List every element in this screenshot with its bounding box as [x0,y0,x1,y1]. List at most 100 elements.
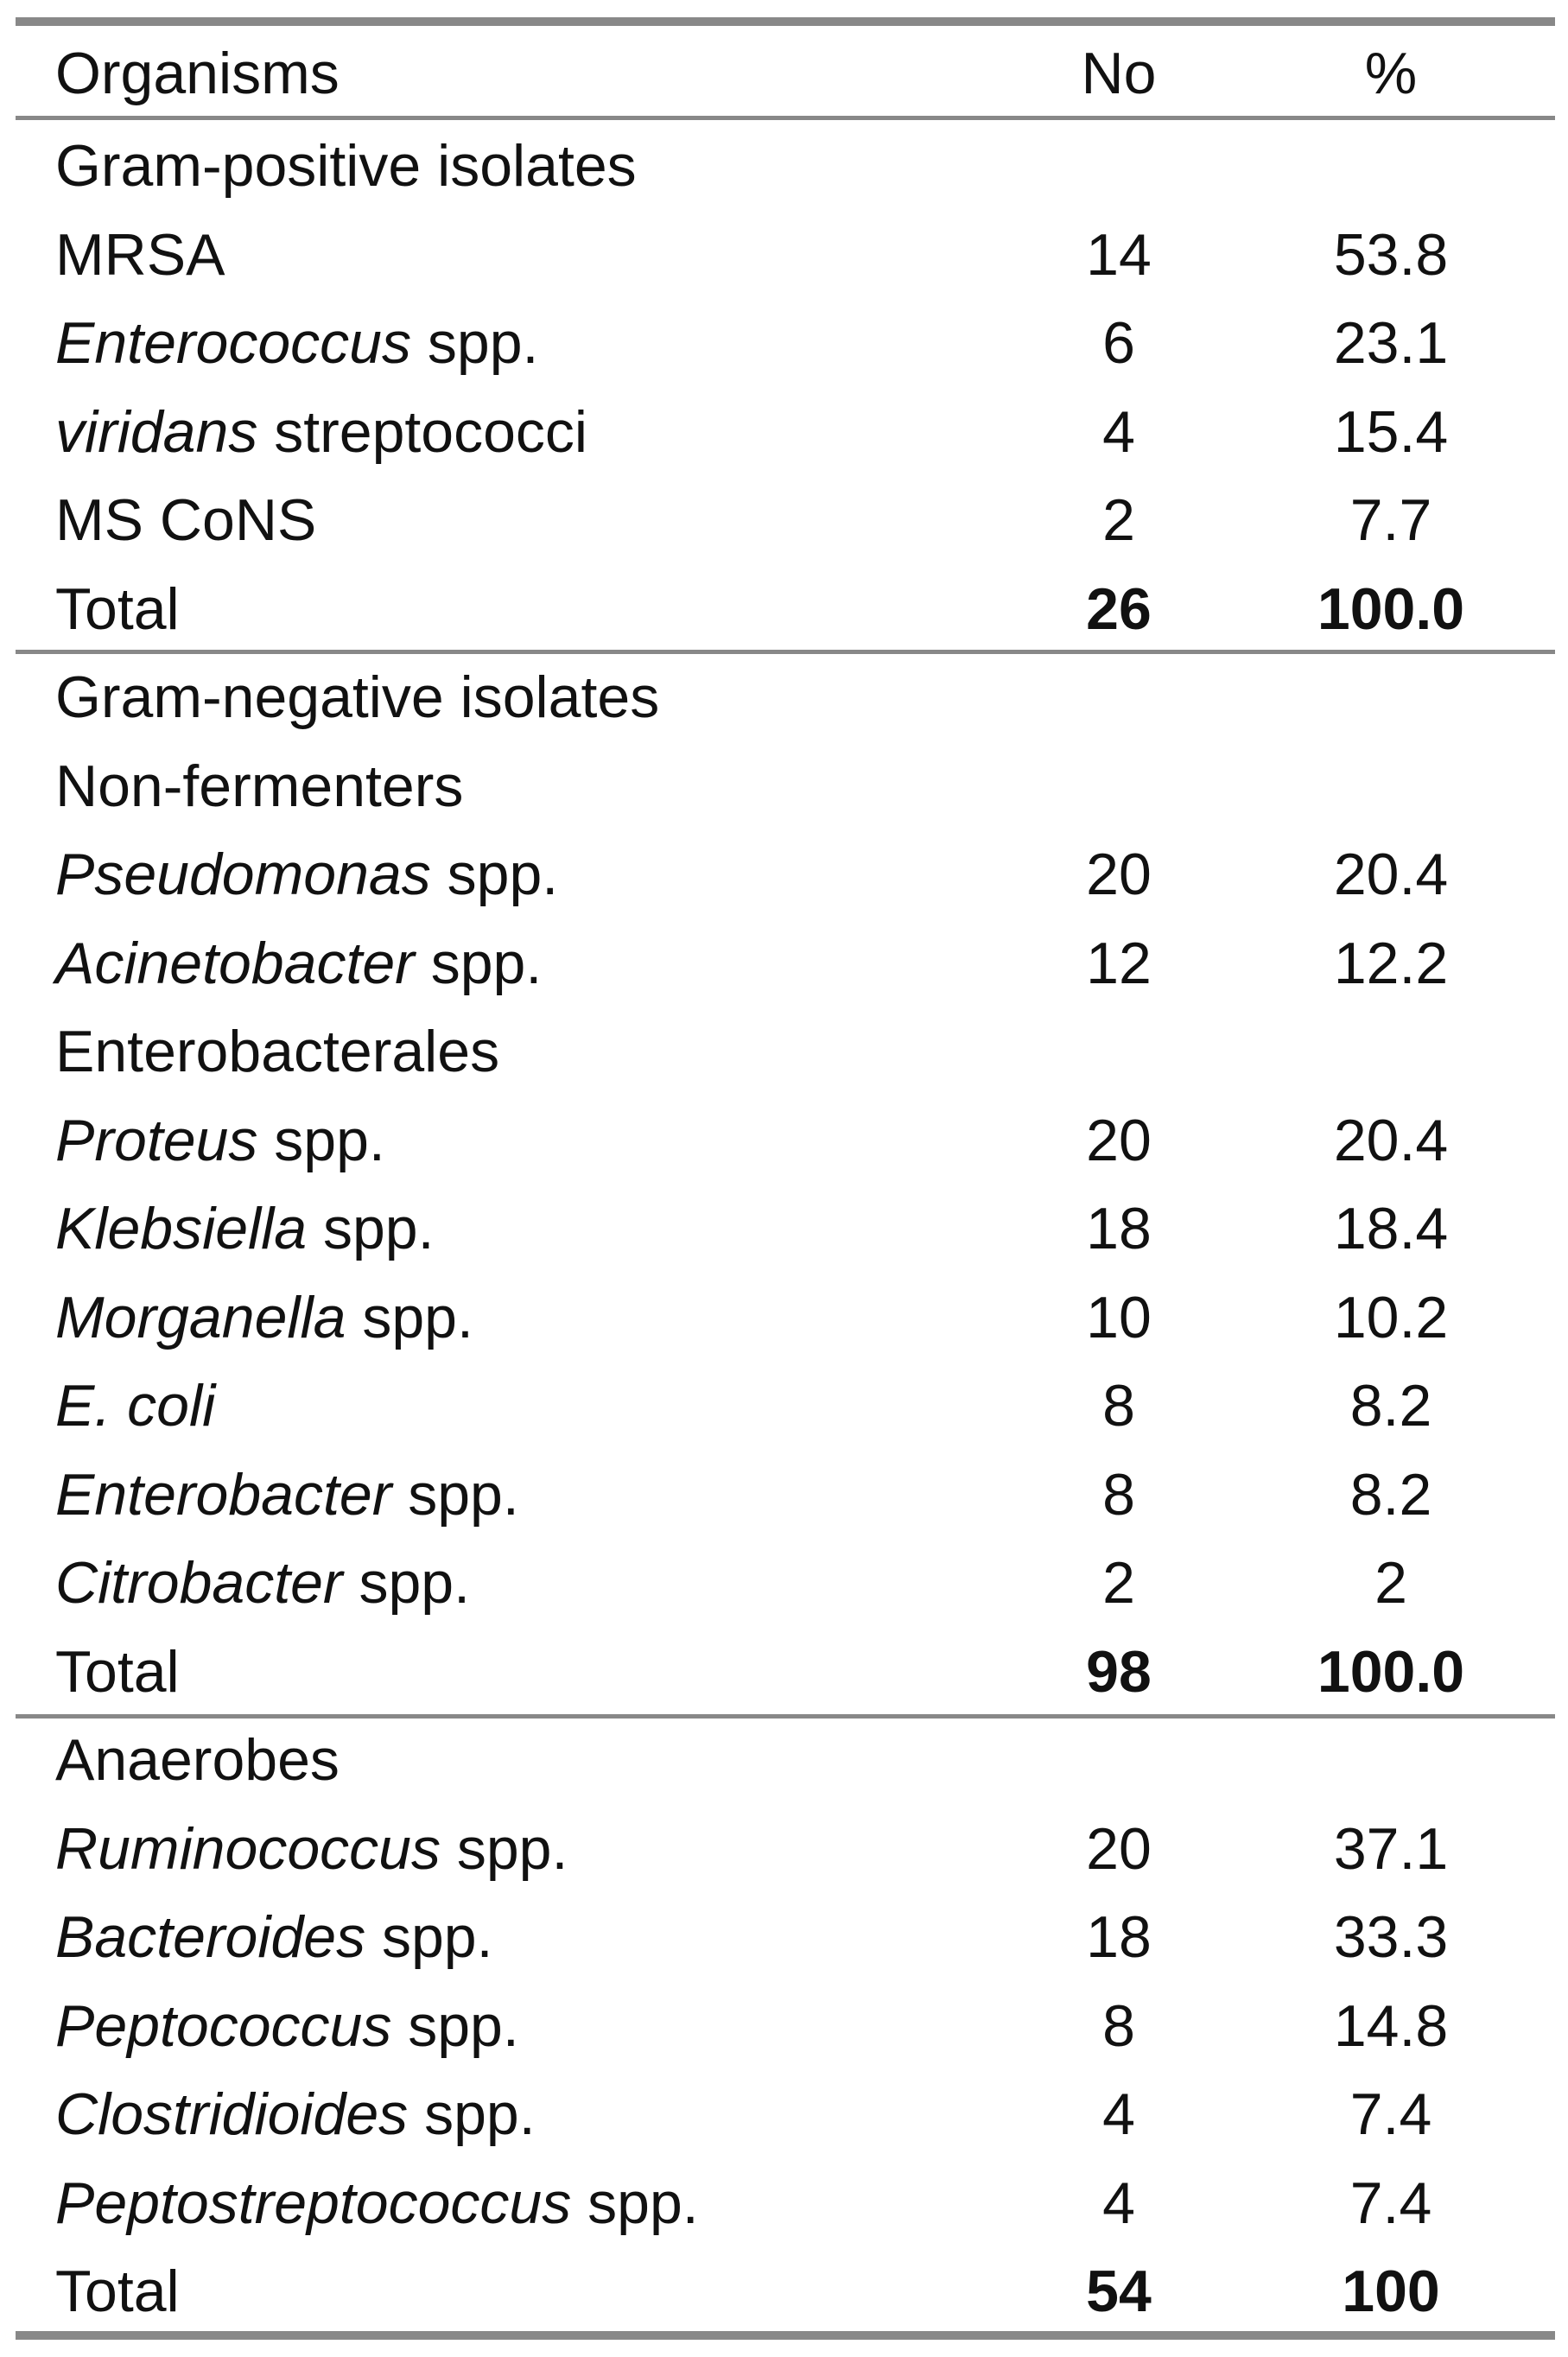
organism-cell: Citrobacter spp. [55,1539,470,1627]
organism-genus: Klebsiella [55,1196,308,1261]
table-row: Bacteroides spp. 18 33.3 [0,1893,1568,1981]
organism-cell: viridans streptococci [55,388,587,476]
organism-genus: Clostridioides [55,2081,409,2147]
organism-cell: Total [55,575,180,642]
organism-suffix: spp. [571,2170,699,2236]
percent-cell: 2 [1374,1550,1407,1616]
count-cell: 18 [1086,1904,1152,1970]
organism-cell: Non-fermenters [55,753,464,819]
table-row: Citrobacter spp. 2 2 [0,1539,1568,1627]
organism-cell: MRSA [55,211,225,299]
table-row: viridans streptococci 4 15.4 [0,388,1568,476]
bottom-rule [16,2331,1555,2340]
percent-cell: 100 [1342,2259,1440,2324]
count-cell: 12 [1086,930,1152,996]
organism-suffix: spp. [414,930,543,996]
table-row: E. coli 8 8.2 [0,1362,1568,1450]
organism-suffix: spp. [346,1284,473,1350]
organism-cell: Morganella spp. [55,1274,473,1362]
percent-cell: 12.2 [1333,930,1449,996]
count-cell: 20 [1086,1107,1152,1173]
organism-cell: Pseudomonas spp. [55,830,558,918]
percent-cell: 8.2 [1349,1373,1432,1439]
count-cell: 20 [1086,842,1152,907]
organism-cell: Proteus spp. [55,1096,385,1185]
count-cell: 2 [1102,487,1135,553]
table-row: Proteus spp. 20 20.4 [0,1096,1568,1185]
percent-cell: 7.7 [1349,487,1432,553]
percent-cell: 7.4 [1349,2170,1432,2236]
organism-cell: Klebsiella spp. [55,1185,434,1273]
top-rule [16,17,1555,26]
organism-suffix: spp. [408,2081,536,2147]
table-row: Morganella spp. 10 10.2 [0,1274,1568,1362]
organism-cell: Enterococcus spp. [55,299,538,387]
count-cell: 98 [1086,1638,1152,1705]
gram-negative-total-rule [16,1714,1555,1719]
percent-cell: 37.1 [1333,1815,1449,1882]
count-cell: 6 [1102,310,1135,376]
section-row: Gram-positive isolates [0,122,1568,210]
percent-cell: 33.3 [1333,1904,1449,1970]
organism-cell: Peptostreptococcus spp. [55,2159,699,2247]
organism-suffix: spp. [342,1550,470,1616]
organism-cell: Acinetobacter spp. [55,919,542,1007]
count-cell: 4 [1102,398,1135,465]
organism-genus: Peptostreptococcus [55,2170,572,2236]
percent-cell: 10.2 [1333,1284,1449,1350]
table-row: Peptococcus spp. 8 14.8 [0,1982,1568,2070]
organism-genus: Pseudomonas [55,842,431,907]
count-cell: 14 [1086,221,1152,288]
total-row: Total 98 100.0 [0,1628,1568,1716]
organism-suffix: spp. [307,1196,435,1261]
organism-cell: Total [55,2259,180,2324]
organism-cell: Ruminococcus spp. [55,1805,568,1893]
percent-cell: 15.4 [1333,398,1449,465]
percent-cell: 53.8 [1333,221,1449,288]
count-cell: 8 [1102,1461,1135,1528]
count-cell: 8 [1102,1992,1135,2059]
percent-cell: 20.4 [1333,1107,1449,1173]
organism-genus: Morganella [55,1284,346,1350]
table-row: Klebsiella spp. 18 18.4 [0,1185,1568,1273]
organism-suffix: spp. [365,1904,493,1970]
percent-cell: 100.0 [1317,1638,1465,1705]
organism-genus: E. coli [55,1373,216,1439]
organism-genus: Enterococcus [55,310,411,376]
organism-suffix: spp. [410,310,539,376]
organism-genus: Proteus [55,1107,258,1173]
table-row: Peptostreptococcus spp. 4 7.4 [0,2159,1568,2247]
gram-positive-total-rule [16,650,1555,654]
organism-cell: Anaerobes [55,1727,340,1793]
organism-cell: MS CoNS [55,476,316,564]
organism-suffix: spp. [391,1992,519,2059]
organism-cell: Total [55,1638,180,1705]
organism-suffix: MRSA [55,221,225,288]
percent-cell: 8.2 [1349,1461,1432,1528]
organism-suffix: spp. [257,1107,385,1173]
count-cell: 2 [1102,1550,1135,1616]
organism-genus: Bacteroides [55,1904,366,1970]
count-cell: 8 [1102,1373,1135,1439]
organism-genus: Enterobacter [55,1461,392,1528]
count-cell: 4 [1102,2081,1135,2147]
organism-cell: E. coli [55,1362,215,1450]
organism-cell: Peptococcus spp. [55,1982,519,2070]
section-row: Enterobacterales [0,1007,1568,1096]
organism-suffix: MS CoNS [55,487,317,553]
percent-cell: 20.4 [1333,842,1449,907]
count-cell: 54 [1086,2259,1152,2324]
organism-suffix: spp. [430,842,559,907]
count-cell: 18 [1086,1196,1152,1261]
organism-cell: Gram-negative isolates [55,664,660,730]
header-organisms: Organisms [55,41,340,106]
organism-cell: Clostridioides spp. [55,2070,536,2158]
table-row: Acinetobacter spp. 12 12.2 [0,919,1568,1007]
percent-cell: 14.8 [1333,1992,1449,2059]
count-cell: 26 [1086,575,1152,642]
count-cell: 10 [1086,1284,1152,1350]
table-row: MRSA 14 53.8 [0,211,1568,299]
count-cell: 4 [1102,2170,1135,2236]
table-row: Clostridioides spp. 4 7.4 [0,2070,1568,2158]
